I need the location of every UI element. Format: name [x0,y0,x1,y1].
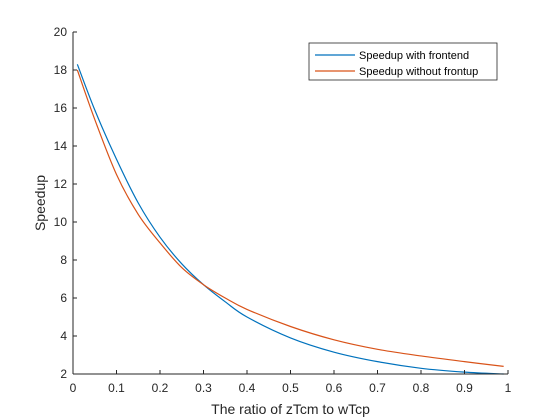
y-ticks: 2 4 6 8 10 12 14 16 18 20 [54,25,77,381]
x-tick-label: 0.3 [195,381,212,395]
y-tick-label: 14 [54,139,68,153]
series-line-without-frontup [76,69,504,367]
legend: Speedup with frontend Speedup without fr… [308,42,498,81]
x-tick-label: 0.9 [456,381,473,395]
y-axis-label: Speedup [32,175,48,231]
x-tick-label: 0.4 [239,381,256,395]
x-tick-label: 0.6 [326,381,343,395]
x-tick-label: 0.2 [152,381,169,395]
x-tick-label: 0.7 [369,381,386,395]
y-tick-label: 10 [54,215,68,229]
y-tick-label: 16 [54,101,68,115]
y-tick-label: 20 [54,25,68,39]
y-tick-label: 12 [54,177,68,191]
x-axis-label: The ratio of zTcm to wTcp [211,401,370,417]
y-tick-label: 18 [54,63,68,77]
legend-label-with-frontend: Speedup with frontend [359,50,469,62]
y-tick-label: 6 [60,291,67,305]
legend-box [308,42,498,81]
plot-area [73,32,508,374]
series-layer [76,64,504,375]
series-line-with-frontend [76,64,504,375]
x-ticks: 0 0.1 0.2 0.3 0.4 0.5 0.6 0.7 0.8 0.9 1 [70,370,512,395]
x-tick-label: 0.8 [413,381,430,395]
x-tick-label: 0.1 [108,381,125,395]
x-tick-label: 0 [70,381,77,395]
x-tick-label: 1 [505,381,512,395]
x-tick-label: 0.5 [282,381,299,395]
legend-label-without-frontup: Speedup without frontup [359,66,478,78]
y-tick-label: 2 [60,367,67,381]
y-tick-label: 8 [60,253,67,267]
y-tick-label: 4 [60,329,67,343]
